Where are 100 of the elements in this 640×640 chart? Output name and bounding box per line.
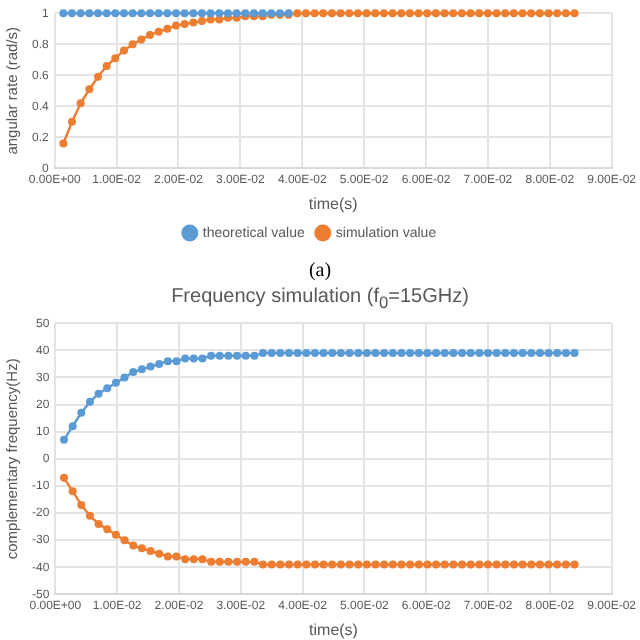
- point: [414, 9, 423, 18]
- point: [544, 560, 553, 569]
- point: [128, 9, 137, 18]
- point: [215, 9, 224, 18]
- point: [527, 349, 536, 358]
- point: [380, 349, 389, 358]
- point: [259, 349, 268, 358]
- point: [145, 30, 154, 39]
- point: [336, 9, 345, 18]
- point: [85, 9, 94, 18]
- point: [475, 9, 484, 18]
- point: [94, 72, 102, 81]
- point: [59, 9, 68, 18]
- point: [111, 9, 120, 18]
- point: [259, 560, 268, 569]
- point: [362, 349, 371, 358]
- point: [371, 349, 380, 358]
- point: [171, 21, 180, 30]
- point: [163, 357, 172, 366]
- point: [145, 9, 154, 18]
- point: [328, 560, 337, 569]
- point: [561, 560, 570, 569]
- point: [198, 354, 207, 363]
- point: [423, 9, 432, 18]
- text: (a): [306, 260, 334, 284]
- point: [535, 560, 544, 569]
- point: [241, 557, 250, 566]
- point: [458, 349, 467, 358]
- point: [267, 560, 276, 569]
- point: [94, 389, 103, 398]
- x-axis-title: time(s): [308, 194, 359, 213]
- point: [233, 557, 242, 566]
- point: [68, 487, 77, 496]
- point: [293, 349, 302, 358]
- point: [406, 349, 415, 358]
- point: [250, 351, 259, 360]
- point: [189, 18, 198, 27]
- point: [553, 349, 562, 358]
- point: [466, 9, 475, 18]
- point: [414, 349, 423, 358]
- point: [129, 541, 138, 550]
- point: [449, 349, 458, 358]
- point: [77, 500, 86, 509]
- point: [224, 351, 233, 360]
- point: [302, 349, 311, 358]
- point: [163, 24, 172, 33]
- point: [301, 9, 310, 18]
- point: [155, 359, 164, 368]
- point: [284, 560, 293, 569]
- point: [423, 560, 432, 569]
- point: [501, 560, 510, 569]
- point: [527, 9, 536, 18]
- point: [163, 552, 172, 561]
- point: [181, 354, 190, 363]
- point: [189, 555, 198, 564]
- point: [484, 560, 493, 569]
- point: [380, 560, 389, 569]
- point: [137, 544, 146, 553]
- point: [449, 560, 458, 569]
- point: [509, 560, 518, 569]
- point: [440, 349, 449, 358]
- point: [388, 560, 397, 569]
- point: [310, 349, 319, 358]
- point: [518, 349, 527, 358]
- point: [60, 435, 68, 444]
- point: [224, 557, 233, 566]
- point: [457, 9, 466, 18]
- point: [76, 9, 85, 18]
- point: [207, 557, 216, 566]
- point: [119, 46, 128, 55]
- chart-title: Frequency simulation (f$_{0}$=15GHz): [169, 284, 471, 312]
- point: [354, 560, 363, 569]
- point: [137, 35, 146, 44]
- point: [475, 349, 484, 358]
- point: [250, 557, 259, 566]
- point: [94, 9, 102, 18]
- point: [137, 365, 146, 374]
- point: [449, 9, 458, 18]
- point: [371, 9, 380, 18]
- point: [171, 9, 180, 18]
- point: [146, 362, 155, 371]
- point: [570, 9, 579, 18]
- point: [293, 560, 302, 569]
- point: [276, 560, 285, 569]
- point: [466, 349, 475, 358]
- point: [215, 557, 224, 566]
- point: [492, 560, 501, 569]
- point: [310, 9, 319, 18]
- point: [129, 368, 138, 377]
- point: [302, 560, 311, 569]
- point: [440, 560, 449, 569]
- point: [60, 473, 68, 482]
- point: [406, 560, 415, 569]
- point: [102, 9, 111, 18]
- point: [388, 9, 397, 18]
- point: [475, 560, 484, 569]
- point: [68, 117, 77, 126]
- point: [215, 351, 224, 360]
- point: [379, 9, 388, 18]
- point: [518, 560, 527, 569]
